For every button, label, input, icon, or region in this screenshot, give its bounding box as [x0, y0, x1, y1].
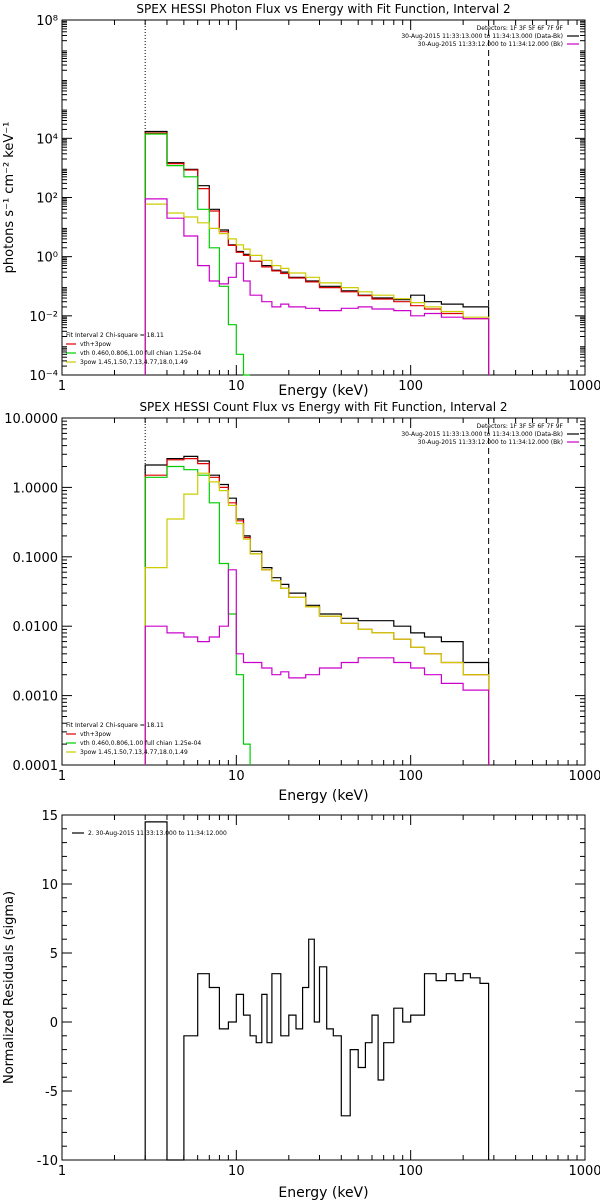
legend-fit-text: Fit Interval 2 Chi-square = 18.11	[66, 332, 164, 339]
y-tick-label: 10²	[36, 192, 58, 207]
chart-title: SPEX HESSI Count Flux vs Energy with Fit…	[139, 400, 507, 414]
y-tick-label: 5	[50, 947, 58, 962]
y-tick-label: 10⁻²	[29, 310, 58, 325]
chart-1: SPEX HESSI Photon Flux vs Energy with Fi…	[2, 2, 600, 399]
legend-component-text: 3pow 1.45,1.50,7.13,4.77,18.0,1.49	[80, 749, 188, 756]
x-tick-label: 1	[58, 769, 66, 784]
chart-title: SPEX HESSI Photon Flux vs Energy with Fi…	[136, 2, 510, 16]
x-tick-label: 10	[228, 769, 245, 784]
x-tick-label: 10	[228, 1164, 245, 1179]
x-axis-label: Energy (keV)	[278, 383, 368, 399]
series-2-30-aug-2015-11-33-13-000-to-11-34-12-000	[144, 821, 490, 1161]
y-axis-label: Normalized Residuals (sigma)	[2, 891, 17, 1084]
series-3pow	[144, 472, 490, 765]
x-axis-label: Energy (keV)	[278, 788, 368, 804]
y-tick-label: -5	[45, 1085, 58, 1100]
legend-top-right-text: 30-Aug-2015 11:33:12.000 to 11:34:12.000…	[418, 41, 563, 48]
legend-top-right-text: 30-Aug-2015 11:33:12.000 to 11:34:12.000…	[418, 439, 563, 446]
x-tick-label: 100	[398, 769, 423, 784]
legend-fit-text: Fit Interval 2 Chi-square = 18.11	[66, 722, 164, 729]
x-tick-label: 10	[228, 379, 245, 394]
y-tick-label: 10.0000	[4, 412, 58, 427]
x-tick-label: 1	[58, 379, 66, 394]
x-tick-label: 1	[58, 1164, 66, 1179]
y-tick-label: 10⁻⁴	[29, 369, 58, 384]
y-tick-label: 0.1000	[13, 551, 59, 566]
legend-component-text: vth+3pow	[80, 731, 111, 738]
x-axis-label: Energy (keV)	[278, 1185, 368, 1200]
series-bk	[144, 198, 490, 375]
x-tick-label: 1000	[568, 769, 600, 784]
y-tick-label: 0	[50, 1016, 58, 1031]
x-tick-label: 1000	[568, 379, 600, 394]
y-tick-label: 0.0001	[13, 759, 59, 774]
plot-frame	[61, 814, 586, 1161]
y-tick-label: 10⁴	[36, 132, 58, 147]
series-vth-3pow	[144, 458, 490, 765]
x-tick-label: 1000	[568, 1164, 600, 1179]
legend-top-right-text: Detectors: 1F 3F 5F 6F 7F 9F	[477, 423, 564, 430]
series-vth	[144, 465, 251, 765]
y-axis-label: photons s⁻¹ cm⁻² keV⁻¹	[2, 122, 17, 274]
series-vth	[144, 133, 251, 376]
y-tick-label: 0.0010	[13, 690, 59, 705]
legend-top-right-text: 30-Aug-2015 11:33:13.000 to 11:34:13.000…	[401, 431, 563, 438]
plot-frame	[61, 19, 586, 376]
series-bk	[144, 569, 490, 765]
series-vth-3pow	[144, 132, 490, 375]
y-tick-label: 10⁸	[36, 14, 58, 29]
legend-top-right-text: Detectors: 1F 3F 5F 6F 7F 9F	[477, 25, 564, 32]
x-tick-label: 100	[398, 1164, 423, 1179]
legend-top-left-text: 2. 30-Aug-2015 11:33:13.000 to 11:34:12.…	[88, 830, 227, 837]
y-tick-label: -10	[37, 1154, 58, 1169]
plot-frame	[61, 417, 586, 766]
y-tick-label: 10	[41, 878, 58, 893]
y-tick-label: 1.0000	[13, 481, 59, 496]
legend-top-right-text: 30-Aug-2015 11:33:13.000 to 11:34:13.000…	[401, 33, 563, 40]
series-3pow	[144, 203, 490, 375]
chart-3: 1 10 100 1000 Energy (keV) -10 -5 0 5 10 15 Normali…	[2, 809, 600, 1200]
legend-component-text: vth 0.460,0.806,1.00 full chian 1.25e-04	[80, 350, 201, 357]
legend-component-text: vth 0.460,0.806,1.00 full chian 1.25e-04	[80, 740, 201, 747]
y-tick-label: 0.0100	[13, 620, 59, 635]
legend-component-text: vth+3pow	[80, 341, 111, 348]
x-tick-label: 100	[398, 379, 423, 394]
chart-2: SPEX HESSI Count Flux vs Energy with Fit…	[4, 400, 600, 804]
legend-component-text: 3pow 1.45,1.50,7.13,4.77,18.0,1.49	[80, 359, 188, 366]
series-data-bk	[144, 130, 490, 375]
series-data-bk	[144, 455, 490, 765]
y-tick-label: 15	[41, 809, 58, 824]
y-tick-label: 10⁰	[36, 251, 58, 266]
